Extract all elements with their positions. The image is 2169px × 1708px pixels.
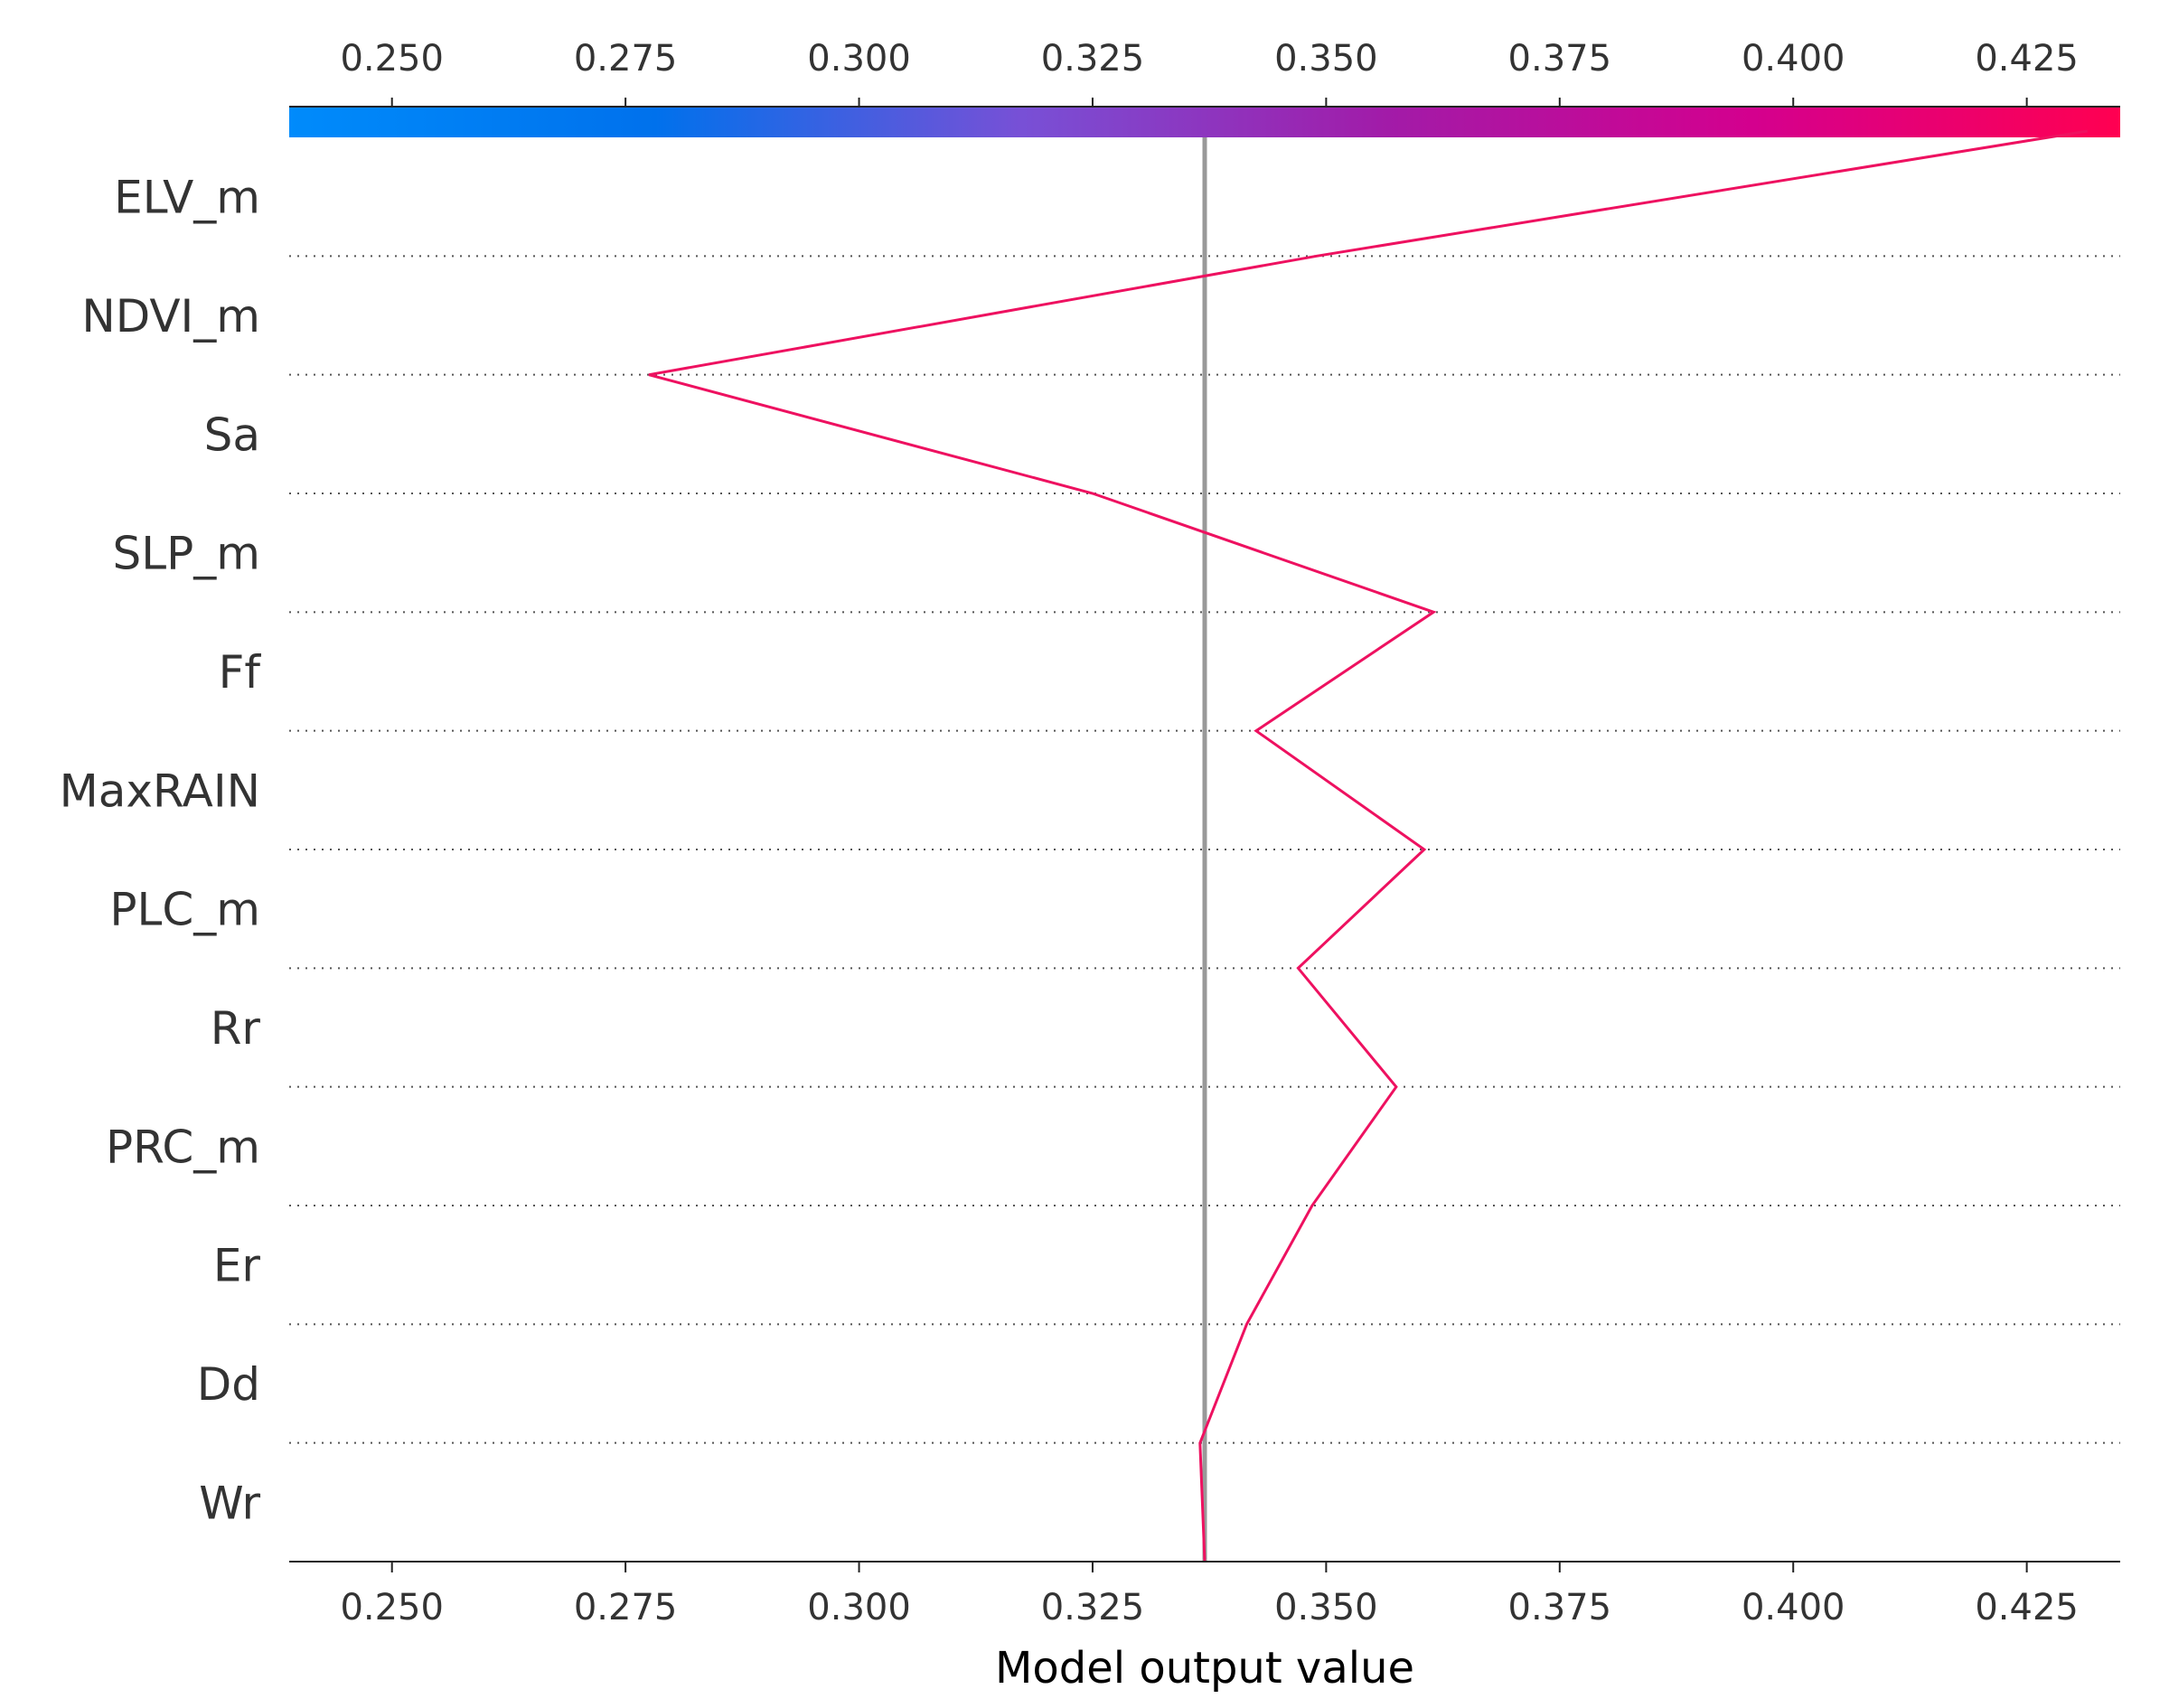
feature-label: PLC_m [109, 884, 260, 936]
decision-path-line [648, 129, 2089, 1563]
bottom-tick-label: 0.425 [1975, 1587, 2079, 1628]
feature-label: PRC_m [106, 1121, 260, 1173]
bottom-tick-label: 0.250 [340, 1587, 444, 1628]
feature-label: Sa [204, 408, 260, 461]
top-tick-label: 0.400 [1742, 38, 1845, 80]
bottom-tick-label: 0.300 [807, 1587, 911, 1628]
bottom-tick-label: 0.325 [1041, 1587, 1145, 1628]
bottom-tick-label: 0.375 [1508, 1587, 1612, 1628]
bottom-tick-label: 0.275 [574, 1587, 678, 1628]
top-tick-label: 0.375 [1508, 38, 1612, 80]
top-tick-label: 0.350 [1274, 38, 1378, 80]
top-tick-label: 0.275 [574, 38, 678, 80]
x-axis-title: Model output value [995, 1643, 1414, 1694]
feature-label: Er [213, 1240, 261, 1292]
top-tick-label: 0.325 [1041, 38, 1145, 80]
feature-label: NDVI_m [81, 290, 260, 343]
bottom-axis-ticks: 0.250 0.275 0.300 0.325 0.350 0.375 0.400 0.425 [340, 1562, 2079, 1628]
feature-label: Rr [211, 1002, 261, 1055]
top-axis-ticks: 0.250 0.275 0.300 0.325 0.350 0.375 0.400 0.425 [340, 38, 2079, 107]
feature-labels: ELV_m NDVI_m Sa SLP_m Ff MaxRAIN PLC_m Rr PRC_m E… [60, 172, 262, 1530]
feature-label: ELV_m [114, 172, 260, 224]
feature-label: MaxRAIN [60, 765, 260, 817]
feature-label: Dd [197, 1358, 260, 1411]
feature-label: SLP_m [113, 528, 260, 580]
feature-label: Ff [219, 646, 262, 699]
colorbar [289, 107, 2120, 137]
bottom-tick-label: 0.400 [1742, 1587, 1845, 1628]
top-tick-label: 0.250 [340, 38, 444, 80]
top-tick-label: 0.300 [807, 38, 911, 80]
feature-label: Wr [199, 1477, 260, 1529]
top-tick-label: 0.425 [1975, 38, 2079, 80]
bottom-tick-label: 0.350 [1274, 1587, 1378, 1628]
